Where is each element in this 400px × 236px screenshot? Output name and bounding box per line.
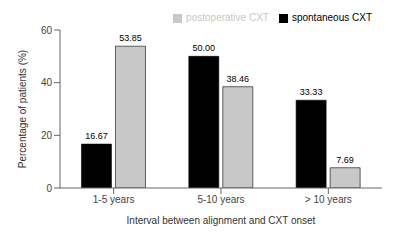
svg-text:7.69: 7.69 [336, 155, 354, 165]
svg-text:> 10 years: > 10 years [305, 194, 352, 205]
html-text:spontaneous CXT: spontaneous CXT [291, 12, 372, 23]
html-text:postoperative CXT: postoperative CXT [186, 12, 269, 23]
svg-text:20: 20 [41, 130, 53, 141]
svg-text:16.67: 16.67 [85, 131, 108, 141]
svg-text:Percentage of patients (%): Percentage of patients (%) [17, 50, 28, 168]
svg-text:33.33: 33.33 [300, 87, 323, 97]
svg-text:60: 60 [41, 25, 53, 36]
svg-text:0: 0 [46, 183, 52, 194]
svg-text:38.46: 38.46 [227, 74, 250, 84]
svg-text:50.00: 50.00 [193, 43, 216, 53]
svg-text:53.85: 53.85 [119, 33, 142, 43]
svg-text:40: 40 [41, 77, 53, 88]
svg-text:5-10 years: 5-10 years [197, 194, 244, 205]
svg-text:1-5 years: 1-5 years [93, 194, 135, 205]
svg-text:Interval between alignment and: Interval between alignment and CXT onset [127, 215, 316, 226]
